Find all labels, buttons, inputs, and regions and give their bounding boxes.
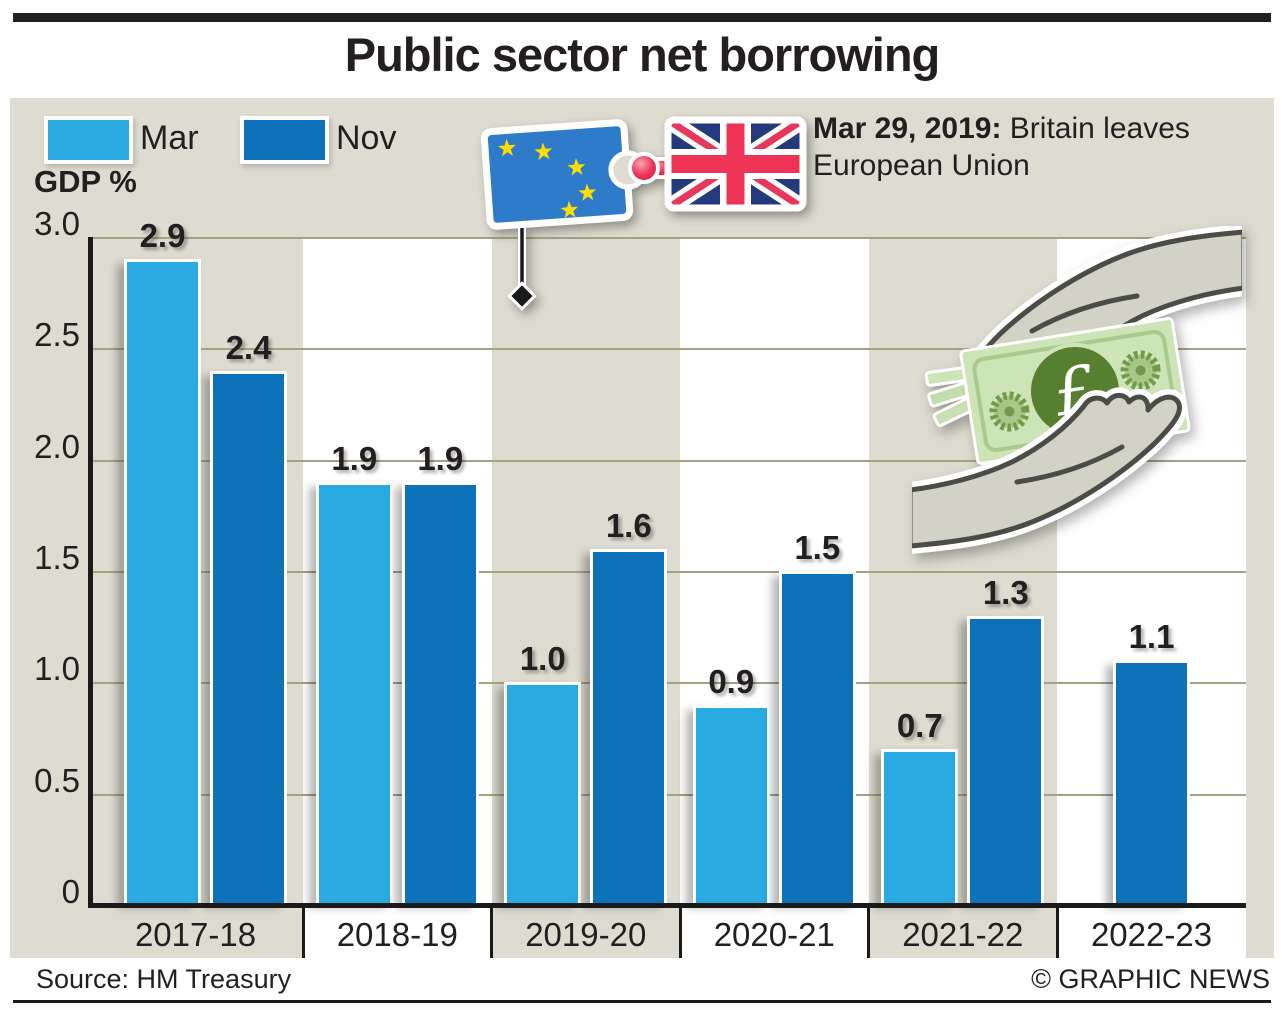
note-rosette-right (1120, 350, 1161, 391)
gridline (92, 793, 1246, 796)
gridline (92, 237, 1246, 239)
bar-nov-2022-23 (1113, 660, 1190, 903)
legend-label-mar: Mar (140, 119, 199, 157)
x-category-label: 2018-19 (336, 916, 458, 953)
bar-nov-2021-22 (967, 615, 1045, 903)
gridline (92, 571, 1246, 573)
y-tick-label: 1.0 (34, 650, 80, 688)
x-category-label: 2017-18 (134, 916, 257, 953)
y-axis-line (88, 237, 93, 906)
top-rule (13, 13, 1271, 22)
eu-flag-icon (480, 119, 648, 230)
annotation-text: Britain leaves European Union (813, 112, 1190, 182)
bar-mar-2018-19 (315, 481, 393, 903)
brexit-flags-illustration (480, 116, 807, 311)
bar-mar-2021-22 (881, 749, 959, 903)
category-separator (301, 908, 305, 958)
annotation-date: Mar 29, 2019: (813, 112, 1002, 145)
bar-value-label: 1.0 (519, 640, 566, 678)
event-pointer-line (507, 215, 537, 311)
bar-nov-2020-21 (778, 571, 856, 903)
bottom-rule (13, 1000, 1271, 1003)
x-category-label: 2022-23 (1090, 916, 1213, 953)
bar-value-label: 1.1 (1128, 618, 1175, 656)
bar-value-label: 2.4 (225, 328, 272, 366)
bar-value-label: 1.6 (605, 506, 652, 544)
gridline (92, 459, 1246, 462)
legend-swatch-mar (44, 116, 133, 164)
category-separator (678, 908, 682, 958)
bar-value-label: 1.9 (417, 439, 464, 477)
gridline (92, 348, 1246, 351)
bar-nov-2017-18 (210, 370, 287, 903)
gridline (92, 682, 1246, 685)
legend-label-nov: Nov (336, 119, 397, 157)
source-credit: Source: HM Treasury (36, 964, 292, 994)
category-separator (867, 908, 870, 958)
bar-value-label: 2.9 (139, 217, 186, 255)
uk-flag-icon (664, 116, 807, 212)
y-tick-label: 2.0 (34, 427, 80, 465)
bar-nov-2018-19 (401, 481, 479, 903)
x-category-label: 2021-22 (902, 916, 1024, 953)
bar-nov-2019-20 (590, 548, 668, 903)
bar-value-label: 1.3 (982, 573, 1029, 611)
x-axis-line (88, 903, 1246, 908)
publisher-credit: © GRAPHIC NEWS (1031, 964, 1270, 994)
diamond-marker-icon (507, 281, 537, 311)
y-tick-label: 1.5 (34, 539, 80, 576)
bar-value-label: 0.7 (896, 707, 943, 745)
page-title: Public sector net borrowing (344, 28, 941, 81)
bar-mar-2020-21 (692, 704, 770, 903)
x-category-label: 2020-21 (713, 916, 835, 953)
bar-value-label: 1.9 (331, 439, 378, 477)
category-separator (490, 908, 493, 958)
bar-value-label: 0.9 (708, 662, 755, 700)
x-category-label: 2019-20 (525, 916, 647, 953)
hands-money-illustration: £ (912, 226, 1242, 561)
bar-mar-2019-20 (504, 682, 582, 903)
y-tick-label: 3.0 (34, 205, 80, 242)
y-tick-label: 2.5 (34, 316, 80, 354)
legend-swatch-nov (240, 116, 329, 164)
y-tick-label: 0 (61, 873, 80, 910)
y-tick-label: 0.5 (34, 761, 80, 799)
bar-value-label: 1.5 (794, 529, 841, 566)
event-annotation: Mar 29, 2019: Britain leaves European Un… (813, 110, 1233, 184)
bar-mar-2017-18 (124, 259, 201, 903)
y-axis-title: GDP % (34, 164, 137, 199)
note-rosette-left (989, 391, 1030, 432)
category-separator (1055, 908, 1059, 958)
